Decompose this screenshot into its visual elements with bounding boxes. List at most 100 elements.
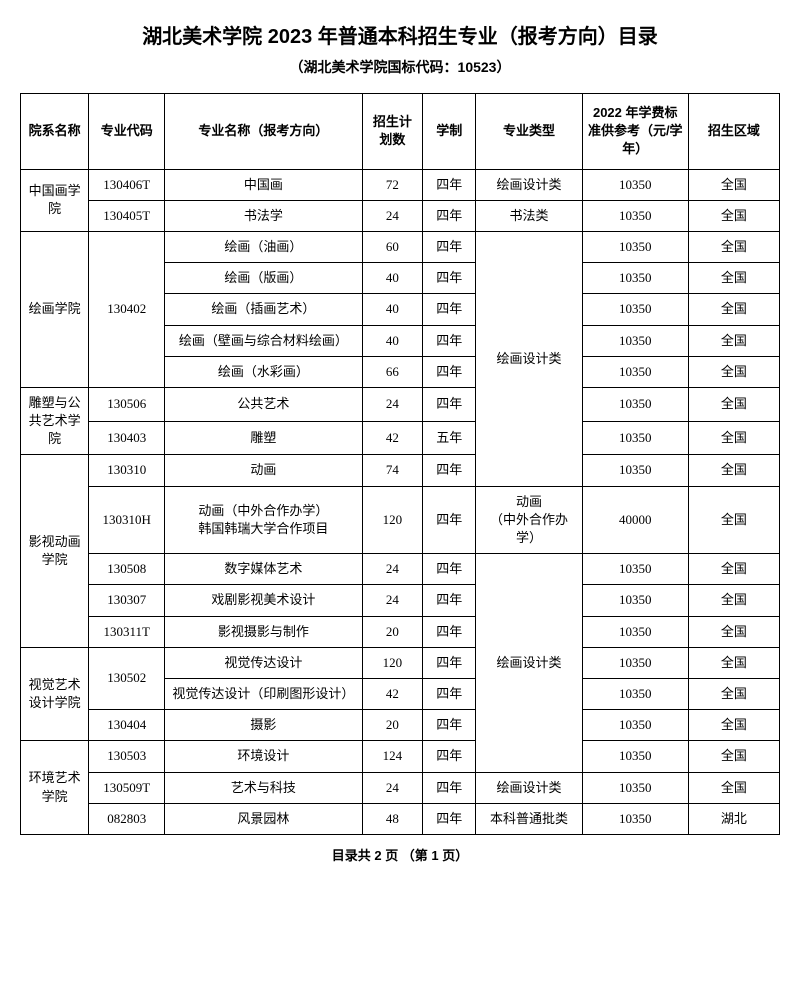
cell-fee: 10350: [582, 294, 688, 325]
cell-fee: 10350: [582, 741, 688, 772]
cell-name: 中国画: [165, 169, 362, 200]
cell-fee: 10350: [582, 616, 688, 647]
cell-dur: 四年: [423, 803, 476, 834]
col-name: 专业名称（报考方向）: [165, 94, 362, 170]
cell-name: 影视摄影与制作: [165, 616, 362, 647]
cell-fee: 10350: [582, 585, 688, 616]
cell-code: 130503: [89, 741, 165, 772]
cell-area: 全国: [688, 325, 779, 356]
cell-plan: 120: [362, 486, 423, 554]
cell-fee: 10350: [582, 678, 688, 709]
table-row: 130405T 书法学 24 四年 书法类 10350 全国: [21, 200, 780, 231]
cell-fee: 10350: [582, 772, 688, 803]
cell-area: 全国: [688, 486, 779, 554]
cell-type: 绘画设计类: [476, 554, 582, 772]
cell-plan: 24: [362, 585, 423, 616]
table-row: 中国画学院 130406T 中国画 72 四年 绘画设计类 10350 全国: [21, 169, 780, 200]
cell-area: 全国: [688, 231, 779, 262]
table-row: 130404 摄影 20 四年 10350 全国: [21, 710, 780, 741]
cell-area: 全国: [688, 356, 779, 387]
cell-name: 环境设计: [165, 741, 362, 772]
cell-name: 视觉传达设计（印刷图形设计）: [165, 678, 362, 709]
cell-dept: 环境艺术学院: [21, 741, 89, 835]
cell-plan: 20: [362, 710, 423, 741]
cell-dur: 四年: [423, 710, 476, 741]
cell-area: 全国: [688, 263, 779, 294]
cell-name: 数字媒体艺术: [165, 554, 362, 585]
cell-dur: 四年: [423, 325, 476, 356]
table-row: 130508 数字媒体艺术 24 四年 绘画设计类 10350 全国: [21, 554, 780, 585]
cell-fee: 10350: [582, 387, 688, 421]
table-row: 130310H 动画（中外合作办学） 韩国韩瑞大学合作项目 120 四年 动画 …: [21, 486, 780, 554]
cell-name: 戏剧影视美术设计: [165, 585, 362, 616]
cell-dur: 四年: [423, 387, 476, 421]
col-type: 专业类型: [476, 94, 582, 170]
cell-name: 书法学: [165, 200, 362, 231]
page-subtitle: （湖北美术学院国标代码：10523）: [20, 57, 780, 77]
cell-name: 视觉传达设计: [165, 647, 362, 678]
cell-dur: 五年: [423, 421, 476, 455]
cell-area: 全国: [688, 421, 779, 455]
cell-area: 全国: [688, 647, 779, 678]
cell-code: 130406T: [89, 169, 165, 200]
cell-code: 130311T: [89, 616, 165, 647]
cell-plan: 24: [362, 554, 423, 585]
cell-plan: 42: [362, 421, 423, 455]
cell-area: 全国: [688, 455, 779, 486]
table-row: 130311T 影视摄影与制作 20 四年 10350 全国: [21, 616, 780, 647]
cell-name: 风景园林: [165, 803, 362, 834]
cell-dur: 四年: [423, 169, 476, 200]
col-plan: 招生计划数: [362, 94, 423, 170]
cell-fee: 10350: [582, 263, 688, 294]
cell-type: 本科普通批类: [476, 803, 582, 834]
cell-area: 全国: [688, 169, 779, 200]
cell-fee: 10350: [582, 356, 688, 387]
cell-dur: 四年: [423, 554, 476, 585]
cell-plan: 24: [362, 200, 423, 231]
cell-dur: 四年: [423, 616, 476, 647]
cell-plan: 40: [362, 325, 423, 356]
table-row: 视觉艺术设计学院 130502 视觉传达设计 120 四年 10350 全国: [21, 647, 780, 678]
cell-area: 全国: [688, 678, 779, 709]
cell-area: 全国: [688, 741, 779, 772]
cell-code: 130508: [89, 554, 165, 585]
cell-code: 130405T: [89, 200, 165, 231]
cell-area: 全国: [688, 616, 779, 647]
cell-fee: 10350: [582, 803, 688, 834]
cell-name: 绘画（版画）: [165, 263, 362, 294]
col-dept: 院系名称: [21, 94, 89, 170]
table-row: 130403 雕塑 42 五年 10350 全国: [21, 421, 780, 455]
cell-dur: 四年: [423, 678, 476, 709]
cell-dur: 四年: [423, 741, 476, 772]
cell-name: 绘画（水彩画）: [165, 356, 362, 387]
cell-fee: 10350: [582, 169, 688, 200]
cell-area: 全国: [688, 200, 779, 231]
cell-dur: 四年: [423, 294, 476, 325]
cell-type: 动画 （中外合作办学）: [476, 486, 582, 554]
cell-fee: 10350: [582, 647, 688, 678]
cell-plan: 24: [362, 387, 423, 421]
cell-fee: 10350: [582, 455, 688, 486]
cell-area: 全国: [688, 387, 779, 421]
cell-dept: 影视动画学院: [21, 455, 89, 647]
cell-fee: 40000: [582, 486, 688, 554]
cell-plan: 120: [362, 647, 423, 678]
cell-code: 130310H: [89, 486, 165, 554]
cell-code: 082803: [89, 803, 165, 834]
cell-plan: 60: [362, 231, 423, 262]
col-code: 专业代码: [89, 94, 165, 170]
cell-code: 130307: [89, 585, 165, 616]
page-footer: 目录共 2 页 （第 1 页）: [20, 845, 780, 864]
table-row: 环境艺术学院 130503 环境设计 124 四年 10350 全国: [21, 741, 780, 772]
cell-dur: 四年: [423, 772, 476, 803]
cell-plan: 40: [362, 263, 423, 294]
table-header-row: 院系名称 专业代码 专业名称（报考方向） 招生计划数 学制 专业类型 2022 …: [21, 94, 780, 170]
cell-dept: 绘画学院: [21, 231, 89, 387]
cell-area: 全国: [688, 294, 779, 325]
cell-fee: 10350: [582, 421, 688, 455]
table-row: 082803 风景园林 48 四年 本科普通批类 10350 湖北: [21, 803, 780, 834]
cell-plan: 66: [362, 356, 423, 387]
table-row: 雕塑与公共艺术学院 130506 公共艺术 24 四年 10350 全国: [21, 387, 780, 421]
cell-name: 动画（中外合作办学） 韩国韩瑞大学合作项目: [165, 486, 362, 554]
cell-area: 湖北: [688, 803, 779, 834]
